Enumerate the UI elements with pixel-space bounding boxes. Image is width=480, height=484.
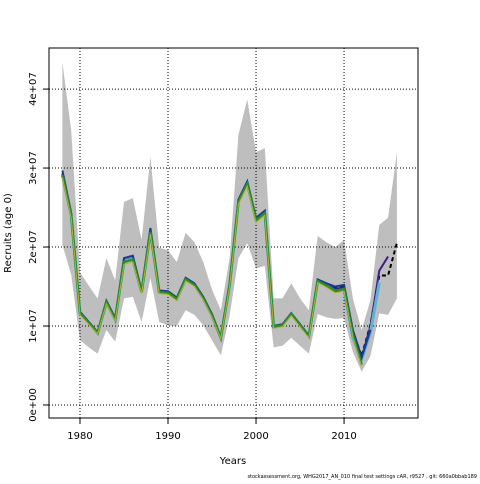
y-tick-label: 4e+07 (28, 72, 39, 106)
y-tick-label: 2e+07 (28, 230, 39, 264)
x-tick-label: 2010 (331, 431, 356, 442)
y-tick-label: 1e+07 (28, 309, 39, 343)
plot-frame (48, 47, 419, 419)
y-axis-label: Recruits (age 0) (3, 193, 14, 273)
x-tick-label: 2000 (243, 431, 268, 442)
series-line (61, 177, 363, 368)
y-tick-label: 0e+00 (28, 388, 39, 422)
x-tick-label: 1980 (67, 431, 92, 442)
x-tick-label: 1990 (155, 431, 180, 442)
footer: stockassessment.org, WHG2017_AN_010 fina… (247, 474, 477, 480)
confidence-band (62, 62, 397, 372)
y-tick-label: 3e+07 (28, 151, 39, 185)
x-axis-label: Years (219, 456, 246, 467)
